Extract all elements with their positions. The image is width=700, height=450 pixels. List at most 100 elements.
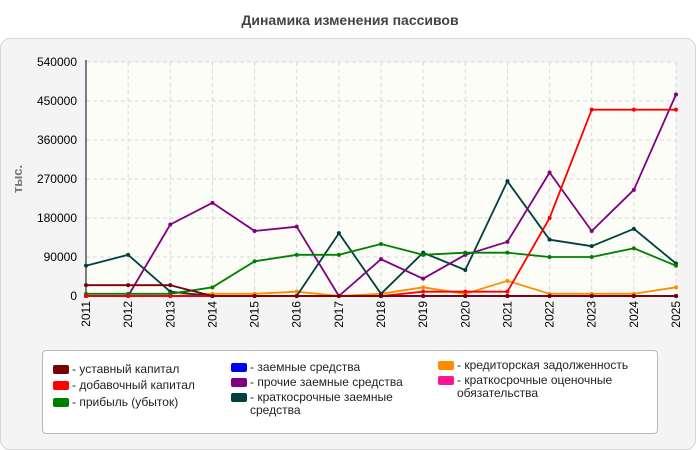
data-point-s2-2021 — [505, 250, 510, 255]
x-tick-label: 2018 — [374, 301, 388, 328]
y-tick-label: 360000 — [37, 133, 77, 147]
data-point-s0-2022 — [547, 294, 552, 298]
x-tick-label: 2025 — [669, 301, 683, 328]
data-point-s6-2019 — [421, 285, 426, 290]
data-point-s0-2023 — [589, 294, 594, 298]
legend-item-kratkosrochnye[interactable]: - краткосрочные заемные средства — [231, 391, 411, 417]
data-point-s5-2022 — [547, 237, 552, 242]
data-point-s5-2024 — [631, 226, 636, 231]
data-point-s5-2023 — [589, 244, 594, 249]
legend-swatch — [438, 376, 454, 385]
data-point-s4-2016 — [294, 224, 299, 229]
legend-swatch — [231, 378, 247, 387]
legend: - уставный капитал - добавочный капитал … — [42, 350, 658, 434]
data-point-s2-2015 — [252, 259, 257, 264]
data-point-s0-2019 — [421, 294, 426, 298]
x-tick-label: 2011 — [79, 301, 93, 327]
data-point-s0-2024 — [631, 294, 636, 298]
legend-label: - кредиторская задолженность — [457, 358, 629, 372]
data-point-s5-2020 — [463, 268, 468, 272]
y-tick-label: 0 — [70, 289, 77, 303]
data-point-s4-2023 — [589, 229, 594, 233]
data-point-s2-2020 — [463, 250, 468, 255]
y-tick-label: 540000 — [37, 55, 77, 69]
legend-item-otsenochnye[interactable]: - краткосрочные оценочные обязательства — [438, 374, 653, 400]
data-point-s1-2020 — [463, 289, 468, 294]
x-tick-label: 2014 — [205, 301, 219, 328]
legend-item-pribyl[interactable]: - прибыль (убыток) — [53, 396, 218, 409]
data-point-s0-2016 — [294, 294, 299, 298]
legend-swatch — [53, 365, 69, 374]
data-point-s2-2014 — [210, 285, 215, 290]
data-point-s0-2021 — [505, 294, 510, 298]
x-tick-label: 2020 — [458, 301, 472, 328]
legend-item-prochie[interactable]: - прочие заемные средства — [231, 376, 416, 389]
data-point-s5-2021 — [505, 179, 510, 184]
data-point-s0-2017 — [336, 294, 341, 298]
data-point-s2-2017 — [336, 252, 341, 257]
data-point-s4-2024 — [631, 187, 636, 192]
data-point-s2-2025 — [674, 263, 678, 268]
data-point-s1-2025 — [674, 107, 678, 112]
data-point-s2-2022 — [547, 255, 552, 259]
x-tick-label: 2012 — [121, 301, 135, 328]
chart-title: Динамика изменения пассивов — [241, 12, 459, 28]
legend-swatch — [53, 398, 69, 407]
data-point-s4-2018 — [379, 257, 383, 262]
data-point-s0-2015 — [252, 294, 257, 298]
data-point-s4-2025 — [674, 92, 678, 97]
data-point-s1-2024 — [631, 107, 636, 112]
data-point-s5-2017 — [336, 231, 341, 236]
legend-swatch — [231, 393, 247, 402]
data-point-s4-2013 — [168, 222, 173, 227]
data-point-s4-2014 — [210, 200, 215, 205]
y-axis-label: тыс. — [10, 165, 25, 193]
x-tick-label: 2016 — [290, 301, 304, 328]
x-tick-label: 2013 — [163, 301, 177, 328]
data-point-s1-2022 — [547, 216, 552, 220]
data-point-s0-2011 — [84, 283, 88, 288]
legend-item-zaemnye[interactable]: - заемные средства — [231, 361, 416, 374]
legend-item-kreditorskaya[interactable]: - кредиторская задолженность — [438, 359, 653, 372]
legend-label: - краткосрочные оценочные обязательства — [457, 373, 613, 400]
data-point-s1-2021 — [505, 289, 510, 294]
data-point-s1-2012 — [126, 294, 131, 298]
data-point-s1-2019 — [421, 289, 426, 294]
data-point-s6-2016 — [294, 289, 299, 294]
legend-label: - добавочный капитал — [72, 378, 195, 392]
legend-label: - прочие заемные средства — [250, 375, 403, 389]
y-tick-label: 180000 — [37, 211, 77, 225]
data-point-s2-2024 — [631, 246, 636, 251]
legend-swatch — [231, 363, 247, 372]
data-point-s2-2016 — [294, 252, 299, 257]
legend-swatch — [438, 361, 454, 370]
x-tick-label: 2022 — [543, 301, 557, 328]
x-tick-label: 2024 — [627, 301, 641, 328]
data-point-s4-2019 — [421, 276, 426, 281]
legend-label: - уставный капитал — [72, 362, 180, 376]
data-point-s2-2023 — [589, 255, 594, 259]
data-point-s1-2013 — [168, 294, 173, 298]
x-tick-label: 2019 — [416, 301, 430, 328]
data-point-s4-2015 — [252, 229, 257, 233]
data-point-s0-2020 — [463, 294, 468, 298]
data-point-s0-2014 — [210, 294, 215, 298]
data-point-s0-2025 — [674, 294, 678, 298]
y-tick-label: 270000 — [37, 172, 77, 186]
legend-item-ustavny[interactable]: - уставный капитал — [53, 363, 218, 376]
x-tick-label: 2017 — [332, 301, 346, 328]
data-point-s5-2012 — [126, 252, 131, 257]
data-point-s0-2018 — [379, 294, 383, 298]
data-point-s1-2023 — [589, 107, 594, 112]
data-point-s4-2021 — [505, 239, 510, 244]
data-point-s4-2022 — [547, 170, 552, 175]
legend-swatch — [53, 381, 69, 390]
data-point-s5-2011 — [84, 263, 88, 268]
data-point-s6-2025 — [674, 285, 678, 290]
data-point-s2-2018 — [379, 242, 383, 246]
data-point-s0-2013 — [168, 283, 173, 288]
legend-label: - краткосрочные заемные средства — [250, 390, 393, 417]
x-tick-label: 2015 — [248, 301, 262, 328]
legend-item-dobavochny[interactable]: - добавочный капитал — [53, 379, 218, 392]
